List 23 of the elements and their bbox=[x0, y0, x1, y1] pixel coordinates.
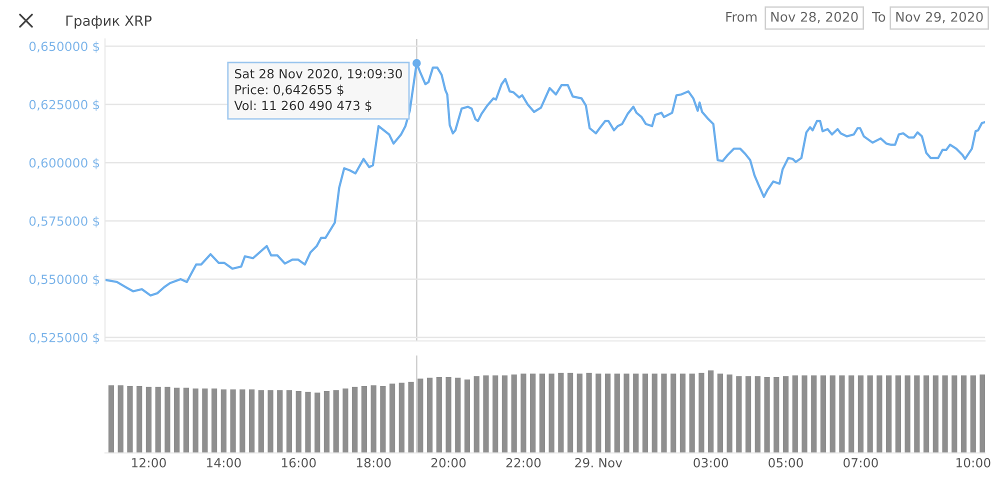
text: To bbox=[872, 12, 886, 22]
y-tick-label: 0,575000 $ bbox=[29, 216, 100, 228]
x-tick-label: 18:00 bbox=[356, 458, 391, 468]
x-tick-label: 12:00 bbox=[132, 458, 166, 468]
y-tick-label: 0,550000 $ bbox=[29, 274, 100, 286]
x-tick-label: 22:00 bbox=[506, 458, 541, 468]
x-tick-label: 16:00 bbox=[282, 458, 316, 468]
y-tick-label: 0,525000 $ bbox=[29, 332, 100, 344]
y-tick-label: 0,625000 $ bbox=[29, 100, 100, 112]
text: From bbox=[726, 12, 757, 22]
annotation: Sat 28 Nov 2020, 19:09:30 Price: 0,642655 $ Vol: 11 260 490 473 $ bbox=[234, 68, 402, 112]
y-tick-label: 0,600000 $ bbox=[29, 158, 100, 170]
chart-title: График XRP bbox=[66, 16, 152, 29]
x-tick-label: 14:00 bbox=[207, 458, 241, 468]
y-tick-label: 0,650000 $ bbox=[29, 41, 100, 53]
x-tick-label: 07:00 bbox=[844, 458, 878, 468]
text: Nov 29, 2020 bbox=[896, 12, 983, 24]
x-tick-label: 05:00 bbox=[768, 458, 803, 468]
x-tick-label: 29. Nov bbox=[575, 458, 622, 468]
x-tick-label: 03:00 bbox=[694, 458, 728, 468]
text: Nov 28, 2020 bbox=[771, 12, 858, 24]
x-tick-label: 10:00 bbox=[956, 458, 990, 468]
x-tick-label: 20:00 bbox=[431, 458, 466, 468]
